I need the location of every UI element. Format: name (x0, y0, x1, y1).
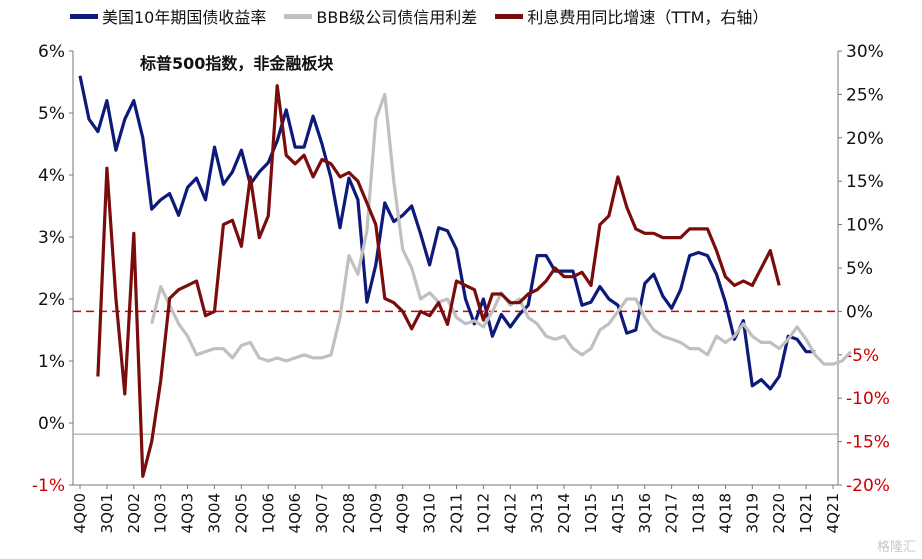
legend-swatch-spread (284, 13, 313, 19)
x-tick-label: 1Q15 (582, 493, 600, 533)
x-tick-label: 2Q02 (125, 493, 143, 533)
x-tick-label: 4Q12 (501, 493, 519, 533)
series-line-0 (78, 75, 816, 391)
x-tick-label: 3Q04 (205, 493, 223, 533)
x-tick-label: 1Q09 (367, 493, 385, 533)
legend-item-interest: 利息费用同比增速（TTM，右轴） (495, 4, 768, 28)
x-tick-label: 3Q07 (313, 493, 331, 533)
legend-swatch-interest (495, 13, 524, 19)
x-tick-label: 4Q00 (71, 493, 89, 533)
chart-legend: 美国10年期国债收益率 BBB级公司债信用利差 利息费用同比增速（TTM，右轴） (70, 4, 768, 28)
left-tick-label: 5% (38, 104, 65, 124)
left-tick-label: 4% (38, 166, 65, 186)
x-tick-label: 2Q20 (770, 493, 788, 533)
left-tick-label: 0% (38, 414, 65, 434)
right-tick-label: 10% (846, 216, 884, 236)
right-tick-label: -20% (846, 476, 890, 496)
x-tick-label: 1Q03 (152, 493, 170, 533)
x-tick-label: 4Q15 (609, 493, 627, 533)
x-tick-label: 2Q11 (448, 493, 466, 533)
legend-item-treasury: 美国10年期国债收益率 (70, 4, 266, 28)
legend-item-spread: BBB级公司债信用利差 (284, 4, 477, 28)
legend-label-interest: 利息费用同比增速（TTM，右轴） (527, 8, 769, 27)
legend-label-treasury: 美国10年期国债收益率 (102, 8, 267, 27)
right-tick-label: -5% (846, 346, 879, 366)
x-tick-label: 1Q06 (259, 493, 277, 533)
right-tick-label: 15% (846, 172, 884, 192)
x-tick-label: 3Q16 (636, 493, 654, 533)
legend-swatch-treasury (70, 13, 98, 19)
right-tick-label: 25% (846, 85, 884, 105)
x-tick-label: 2Q14 (555, 493, 573, 533)
left-tick-label: 2% (38, 290, 65, 310)
series-line-2 (96, 84, 781, 478)
left-tick-label: 1% (38, 352, 65, 372)
x-tick-label: 3Q19 (743, 493, 761, 533)
x-tick-label: 3Q10 (421, 493, 439, 533)
x-tick-label: 1Q18 (690, 493, 708, 533)
left-tick-label: 3% (38, 228, 65, 248)
chart-annotation: 标普500指数，非金融板块 (140, 54, 334, 73)
right-tick-label: 20% (846, 129, 884, 149)
x-tick-label: 1Q21 (797, 493, 815, 533)
x-tick-label: 4Q09 (394, 493, 412, 533)
right-tick-label: 5% (846, 259, 873, 279)
x-tick-label: 4Q06 (286, 493, 304, 533)
right-tick-label: 30% (846, 42, 884, 62)
right-tick-label: -15% (846, 433, 890, 453)
x-tick-label: 2Q17 (663, 493, 681, 533)
x-tick-label: 1Q12 (474, 493, 492, 533)
right-tick-label: 0% (846, 302, 873, 322)
left-tick-label: 6% (38, 42, 65, 62)
x-tick-label: 3Q13 (528, 493, 546, 533)
x-tick-label: 2Q08 (340, 493, 358, 533)
x-tick-label: 3Q01 (98, 493, 116, 533)
x-tick-label: 4Q18 (716, 493, 734, 533)
watermark-text: 格隆汇 (876, 540, 916, 555)
x-tick-label: 4Q21 (824, 493, 842, 533)
left-tick-label: -1% (32, 476, 65, 496)
right-tick-label: -10% (846, 389, 890, 409)
x-tick-label: 4Q03 (179, 493, 197, 533)
legend-label-spread: BBB级公司债信用利差 (316, 8, 478, 27)
x-tick-label: 2Q05 (232, 493, 250, 533)
